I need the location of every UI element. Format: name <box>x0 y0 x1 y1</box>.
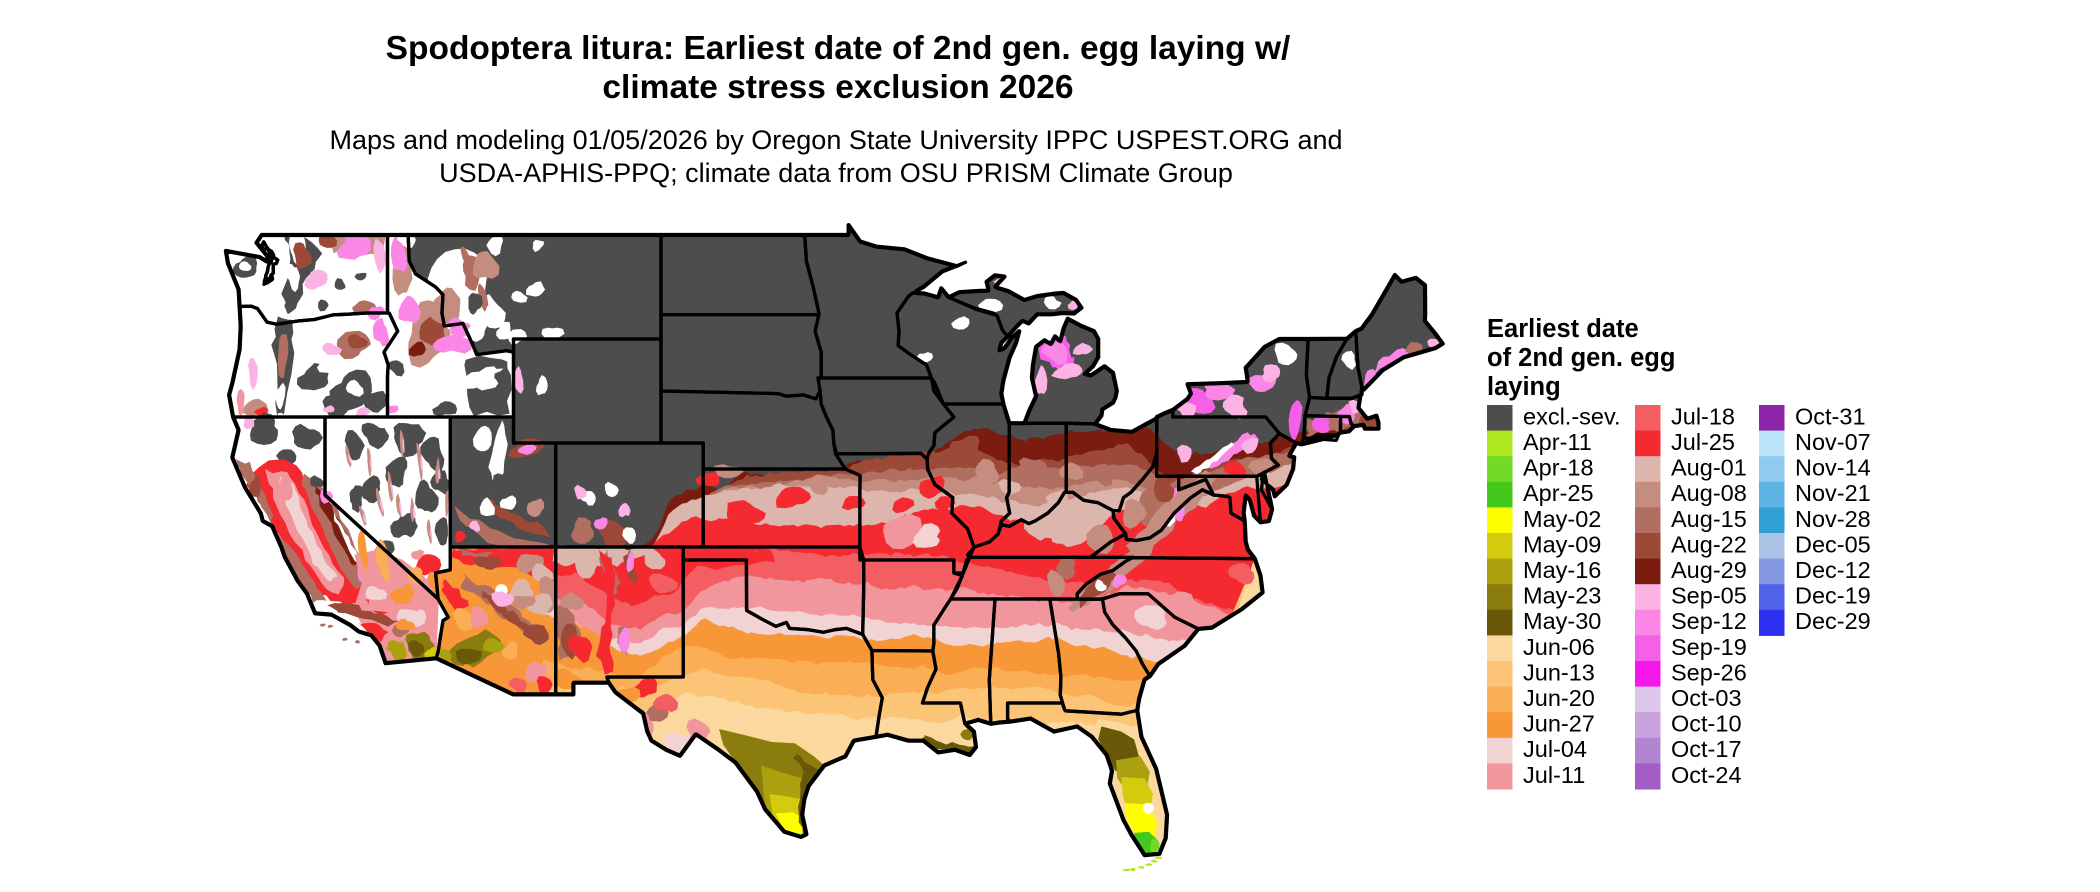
svg-text:Spodoptera litura: Earliest da: Spodoptera litura: Earliest date of 2nd … <box>386 30 1291 67</box>
svg-text:Jul-11: Jul-11 <box>1523 762 1585 788</box>
svg-text:Sep-19: Sep-19 <box>1671 634 1747 660</box>
svg-text:Maps and modeling 01/05/2026 b: Maps and modeling 01/05/2026 by Oregon S… <box>329 125 1342 155</box>
svg-text:Oct-17: Oct-17 <box>1671 736 1742 762</box>
svg-text:Sep-26: Sep-26 <box>1671 659 1747 685</box>
svg-text:Jun-27: Jun-27 <box>1523 711 1595 737</box>
svg-text:Jun-20: Jun-20 <box>1523 685 1595 711</box>
svg-text:Nov-07: Nov-07 <box>1795 429 1871 455</box>
svg-text:Aug-29: Aug-29 <box>1671 557 1747 583</box>
svg-text:Dec-05: Dec-05 <box>1795 531 1871 557</box>
svg-text:excl.-sev.: excl.-sev. <box>1523 403 1621 429</box>
svg-text:Sep-05: Sep-05 <box>1671 583 1747 609</box>
svg-text:Jul-25: Jul-25 <box>1671 429 1735 455</box>
svg-text:climate stress exclusion 2026: climate stress exclusion 2026 <box>602 69 1073 106</box>
svg-text:Aug-15: Aug-15 <box>1671 506 1747 532</box>
svg-text:Dec-19: Dec-19 <box>1795 583 1871 609</box>
svg-text:Jun-06: Jun-06 <box>1523 634 1595 660</box>
svg-text:May-02: May-02 <box>1523 506 1601 532</box>
svg-text:May-16: May-16 <box>1523 557 1601 583</box>
svg-text:Jun-13: Jun-13 <box>1523 659 1595 685</box>
svg-text:Jul-04: Jul-04 <box>1523 736 1587 762</box>
svg-text:Aug-22: Aug-22 <box>1671 531 1747 557</box>
svg-text:Apr-25: Apr-25 <box>1523 480 1594 506</box>
svg-text:Apr-18: Apr-18 <box>1523 455 1594 481</box>
svg-text:Nov-21: Nov-21 <box>1795 480 1871 506</box>
svg-text:Oct-03: Oct-03 <box>1671 685 1742 711</box>
svg-text:Oct-31: Oct-31 <box>1795 403 1866 429</box>
svg-text:Sep-12: Sep-12 <box>1671 608 1747 634</box>
svg-text:May-09: May-09 <box>1523 531 1601 557</box>
svg-text:Aug-08: Aug-08 <box>1671 480 1747 506</box>
svg-text:Nov-28: Nov-28 <box>1795 506 1871 532</box>
svg-text:Earliest date: Earliest date <box>1487 315 1639 343</box>
svg-text:USDA-APHIS-PPQ; climate data f: USDA-APHIS-PPQ; climate data from OSU PR… <box>439 158 1233 188</box>
svg-text:of 2nd gen. egg: of 2nd gen. egg <box>1487 344 1675 372</box>
svg-text:Oct-24: Oct-24 <box>1671 762 1742 788</box>
svg-text:Nov-14: Nov-14 <box>1795 455 1871 481</box>
svg-text:May-23: May-23 <box>1523 583 1601 609</box>
svg-text:Aug-01: Aug-01 <box>1671 455 1747 481</box>
svg-text:Dec-12: Dec-12 <box>1795 557 1871 583</box>
svg-text:Dec-29: Dec-29 <box>1795 608 1871 634</box>
svg-text:Apr-11: Apr-11 <box>1523 429 1592 455</box>
svg-text:laying: laying <box>1487 373 1561 401</box>
svg-text:May-30: May-30 <box>1523 608 1601 634</box>
svg-text:Jul-18: Jul-18 <box>1671 403 1735 429</box>
svg-text:Oct-10: Oct-10 <box>1671 711 1742 737</box>
